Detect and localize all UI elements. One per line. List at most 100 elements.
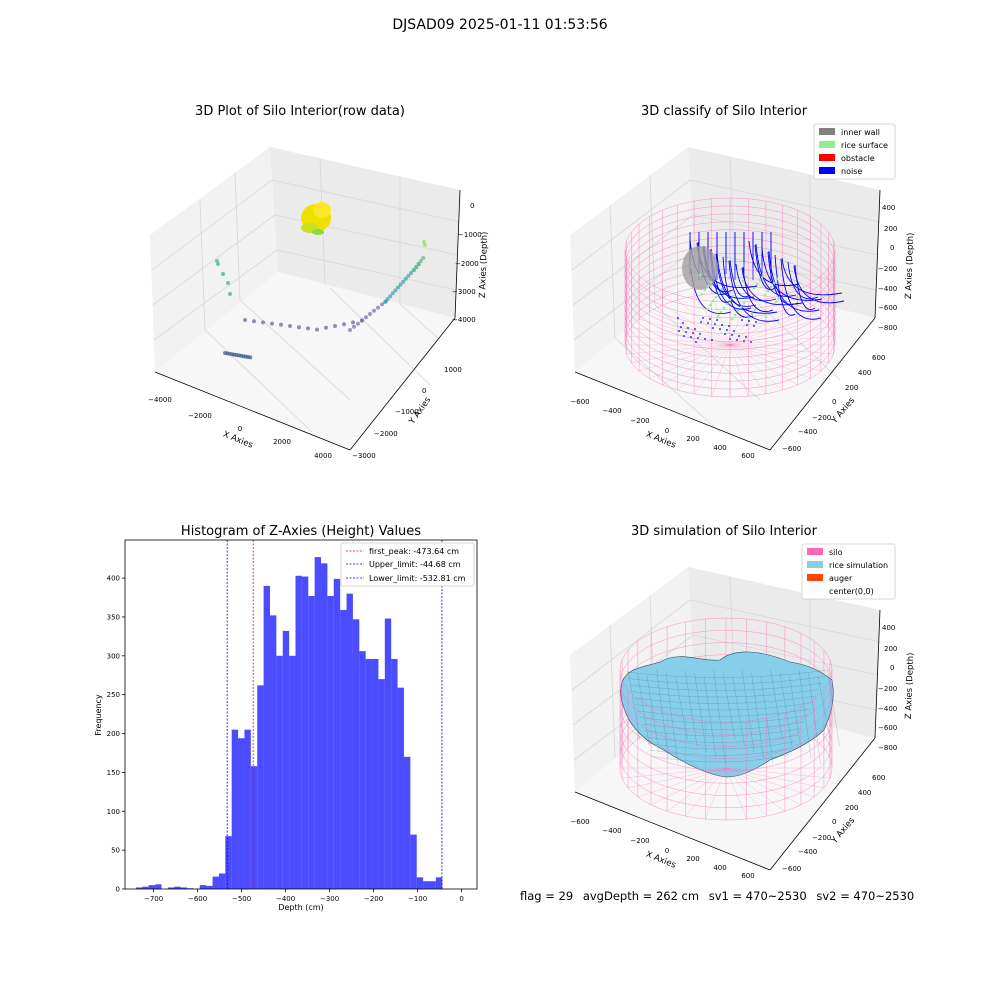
figure-title: DJSAD09 2025-01-11 01:53:56 [392, 17, 608, 33]
status-avg-depth: avgDepth = 262 cm [582, 889, 700, 903]
status-sv2: sv2 = 470~2530 [816, 889, 915, 903]
histogram-bar [174, 886, 181, 889]
histogram-legend: first_peak: -473.64 cm Upper_limit: -44.… [340, 542, 475, 587]
histogram-bar [435, 877, 443, 889]
histogram-frame [124, 539, 478, 890]
histogram-bar [250, 766, 258, 889]
legend-label: Lower_limit: -532.81 cm [369, 574, 466, 583]
simulation-ztick: −200 [878, 685, 897, 693]
histogram-xtick-label: −400 [276, 895, 295, 903]
raw-top-cluster [301, 202, 331, 235]
legend-swatch [807, 587, 823, 594]
legend-label: center(0,0) [829, 587, 874, 596]
histogram-bar [167, 887, 175, 889]
histogram-bar [212, 876, 219, 889]
raw-scatter-points [215, 240, 427, 360]
legend-swatch [819, 167, 835, 174]
raw-ztick: −4000 [452, 316, 476, 324]
classify-zlabel: Z Axies (Depth) [904, 232, 916, 299]
simulation-ytick: 600 [872, 774, 885, 782]
histogram-bar [301, 576, 309, 889]
histogram-xtick-label: −600 [188, 895, 207, 903]
raw-ytick: 0 [422, 387, 426, 395]
classify-legend: inner wall rice surface obstacle noise [813, 123, 896, 180]
legend-swatch [807, 548, 823, 555]
simulation-ztick: 0 [890, 664, 894, 672]
legend-label: auger [829, 574, 853, 583]
histogram-bar [263, 585, 270, 889]
histogram-bar [314, 557, 322, 889]
histogram-xtick-label: −700 [144, 895, 163, 903]
classify-pane-floor [575, 272, 875, 450]
legend-swatch [819, 141, 835, 148]
simulation-ytick: −400 [798, 848, 817, 856]
histogram-xtick-label: 0 [459, 895, 463, 903]
simulation-plot-title: 3D simulation of Silo Interior [631, 524, 817, 539]
simulation-xtick: −200 [630, 837, 649, 845]
classify-xtick: −400 [602, 407, 621, 415]
legend-label: obstacle [841, 154, 875, 163]
histogram-xlabel: Depth (cm) [278, 903, 323, 912]
status-flag: flag = 29 [520, 889, 574, 903]
classify-ztick: −800 [878, 324, 897, 332]
histogram-bar [403, 756, 411, 889]
simulation-legend: silo rice simulation auger center(0,0) [801, 543, 896, 600]
legend-swatch [807, 574, 823, 581]
histogram-bar [282, 630, 290, 889]
raw-ztick: −3000 [452, 288, 476, 296]
histogram-bar [199, 885, 207, 889]
classify-xtick: 200 [686, 435, 699, 443]
histogram-bar [148, 885, 156, 889]
raw-plot-title: 3D Plot of Silo Interior(row data) [195, 104, 405, 119]
legend-label: first_peak: -473.64 cm [369, 547, 459, 556]
legend-label: inner wall [841, 128, 880, 137]
legend-label: noise [841, 167, 862, 176]
raw-xtick: 0 [238, 425, 242, 433]
raw-grid [151, 157, 461, 433]
simulation-ytick: 0 [832, 818, 836, 826]
simulation-ytick: 200 [845, 804, 858, 812]
histogram-bar [269, 615, 277, 889]
histogram-bar [295, 575, 302, 889]
raw-xtick: −4000 [148, 396, 172, 404]
classify-xtick: 0 [665, 427, 669, 435]
raw-ytick: −3000 [352, 452, 376, 460]
legend-label: rice simulation [829, 561, 888, 570]
histogram-ytick-label: 350 [107, 613, 120, 621]
simulation-xtick: 0 [665, 847, 669, 855]
histogram-title: Histogram of Z-Axies (Height) Values [180, 524, 422, 539]
simulation-ytick: 400 [858, 789, 871, 797]
classify-xtick: 600 [741, 452, 754, 460]
classify-ytick: −600 [782, 445, 801, 453]
histogram-xtick-label: −300 [320, 895, 339, 903]
classify-xtick: −200 [630, 417, 649, 425]
histogram-bar [333, 578, 341, 889]
histogram-bar [231, 729, 239, 889]
histogram-bar [352, 619, 360, 889]
classify-ytick: 200 [845, 384, 858, 392]
classify-ytick: 600 [872, 354, 885, 362]
histogram-ytick-label: 300 [107, 652, 120, 660]
simulation-xtick: 600 [741, 872, 754, 880]
classify-ztick: −600 [878, 304, 897, 312]
classify-pane-left [570, 147, 695, 372]
raw-ztick: −1000 [458, 231, 482, 239]
raw-ytick: −1000 [395, 408, 419, 416]
histogram-bar [155, 884, 162, 889]
legend-swatch [819, 128, 835, 135]
histogram-ytick-label: 50 [111, 847, 120, 855]
legend-label: Upper_limit: -44.68 cm [369, 560, 461, 569]
histogram-bar [346, 593, 353, 889]
classify-rice-surface-points [698, 273, 781, 321]
histogram-bar [397, 687, 404, 889]
histogram-bar [136, 887, 143, 889]
histogram-bar [225, 836, 232, 889]
classify-pane-back [688, 147, 880, 318]
histogram-bar [276, 655, 283, 889]
histogram-ytick-label: 100 [107, 808, 120, 816]
raw-xtick: −2000 [188, 412, 212, 420]
histogram-bar [308, 595, 315, 889]
